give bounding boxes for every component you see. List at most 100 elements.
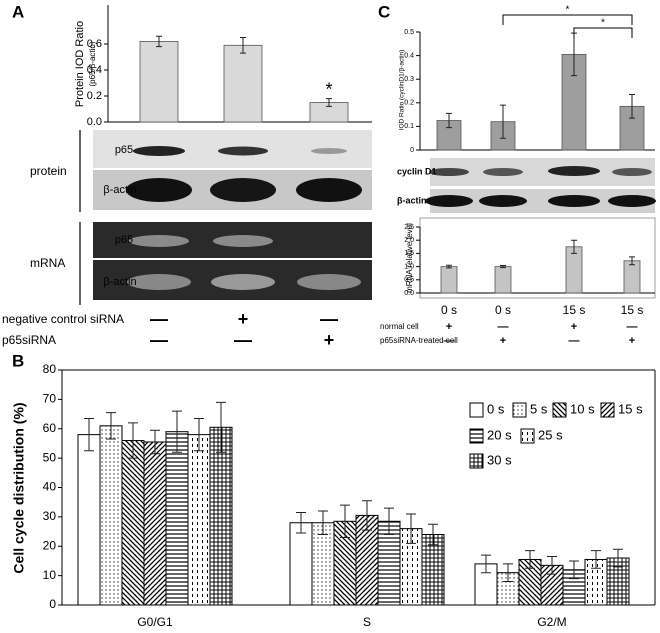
row-mark: — xyxy=(320,309,338,329)
annotation: * xyxy=(566,5,570,16)
x-tick-label: G2/M xyxy=(537,615,566,629)
error-bar xyxy=(571,239,577,254)
error-bar xyxy=(525,550,535,569)
y-axis-sublabel: (p65/β-actin) xyxy=(88,41,97,86)
error-bar xyxy=(481,554,491,574)
legend-swatch xyxy=(469,428,484,444)
y-tick-label: 2.5 xyxy=(404,224,414,231)
x-tick-label: G0/G1 xyxy=(137,615,173,629)
y-tick-label: 0.0 xyxy=(404,290,414,297)
bar xyxy=(121,440,145,606)
legend-swatch xyxy=(469,402,484,418)
error-bar xyxy=(240,37,246,54)
error-bar xyxy=(446,112,452,129)
error-bar xyxy=(547,556,557,575)
error-bar xyxy=(216,401,226,453)
bar xyxy=(187,434,211,606)
x-tick-label: 15 s xyxy=(621,303,644,317)
blot-label: cyclin D1 xyxy=(397,166,437,176)
y-axis-label: mRNA relative level xyxy=(405,223,414,293)
y-tick-label: 70 xyxy=(43,392,57,406)
error-bar xyxy=(500,265,506,269)
bar xyxy=(289,522,313,606)
y-tick-label: 0.1 xyxy=(404,123,414,130)
legend-label: 5 s xyxy=(530,401,548,416)
error-bar xyxy=(384,507,394,535)
error-bar xyxy=(428,523,438,546)
error-bar xyxy=(446,264,452,269)
y-tick-label: 2.0 xyxy=(404,237,414,244)
error-bar xyxy=(296,511,306,534)
significance-bracket xyxy=(502,14,633,25)
row-label: p65siRNA xyxy=(2,333,56,347)
error-bar xyxy=(194,417,204,452)
row-mark: — xyxy=(150,309,168,329)
blot-group-label: mRNA xyxy=(30,256,65,270)
panel-label: B xyxy=(12,351,24,370)
bar xyxy=(440,266,458,294)
y-tick-label: 0 xyxy=(410,147,414,154)
blot-label: β-actin xyxy=(103,276,136,288)
panel-label: C xyxy=(378,2,390,21)
bar xyxy=(77,434,101,606)
bar xyxy=(139,41,179,123)
y-tick-label: 50 xyxy=(43,450,57,464)
error-bar xyxy=(150,429,160,455)
y-axis-label: IOD Ratio (cyclinD1/β-actin) xyxy=(399,50,406,131)
legend-label: 30 s xyxy=(487,452,512,467)
y-tick-label: 0.5 xyxy=(404,277,414,284)
blot-label: p65 xyxy=(115,234,133,246)
error-bar xyxy=(172,410,182,453)
error-bar xyxy=(591,550,601,569)
error-bar xyxy=(613,548,623,568)
x-tick-label: S xyxy=(363,615,371,629)
row-mark: — xyxy=(498,321,509,333)
row-mark: — xyxy=(444,335,455,347)
y-axis-label: Protein IOD Ratio xyxy=(74,21,86,107)
row-label: p65siRNA-treated cell xyxy=(380,336,458,345)
significance-bracket xyxy=(573,27,633,38)
legend-swatch xyxy=(512,402,527,418)
error-bar xyxy=(84,417,94,452)
legend-label: 20 s xyxy=(487,427,512,442)
row-mark: + xyxy=(571,321,577,333)
y-tick-label: 0.0 xyxy=(87,116,102,128)
bar xyxy=(494,266,512,294)
y-tick-label: 80 xyxy=(43,362,57,376)
y-tick-label: 20 xyxy=(43,538,57,552)
legend-label: 15 s xyxy=(618,401,643,416)
error-bar xyxy=(156,35,162,48)
error-bar xyxy=(500,104,506,139)
error-bar xyxy=(362,500,372,531)
row-mark: — xyxy=(569,335,580,347)
y-tick-label: 30 xyxy=(43,509,57,523)
y-tick-label: 40 xyxy=(43,480,57,494)
blot-label: β-actin xyxy=(103,184,136,196)
y-tick-label: 0.2 xyxy=(87,90,102,102)
annotation: * xyxy=(601,18,605,29)
bar xyxy=(311,522,335,606)
y-axis-label: Cell cycle distribution (%) xyxy=(11,402,27,573)
row-mark: + xyxy=(500,335,506,347)
legend-swatch xyxy=(520,428,535,444)
bar xyxy=(623,260,641,294)
y-tick-label: 0.6 xyxy=(87,38,102,50)
row-mark: + xyxy=(238,309,249,329)
legend-label: 0 s xyxy=(487,401,505,416)
x-tick-label: 0 s xyxy=(495,303,511,317)
row-label: negative control siRNA xyxy=(2,312,124,326)
x-tick-label: 0 s xyxy=(441,303,457,317)
row-mark: + xyxy=(446,321,452,333)
annotation: * xyxy=(325,79,332,99)
y-tick-label: 0.5 xyxy=(404,29,414,36)
bar xyxy=(143,441,167,606)
bar xyxy=(209,426,233,606)
y-tick-label: 1.0 xyxy=(404,263,414,270)
legend-label: 25 s xyxy=(538,427,563,442)
error-bar xyxy=(629,256,635,266)
error-bar xyxy=(340,504,350,538)
error-bar xyxy=(629,94,635,119)
x-tick-label: 15 s xyxy=(563,303,586,317)
bar xyxy=(223,44,263,123)
error-bar xyxy=(106,412,116,440)
